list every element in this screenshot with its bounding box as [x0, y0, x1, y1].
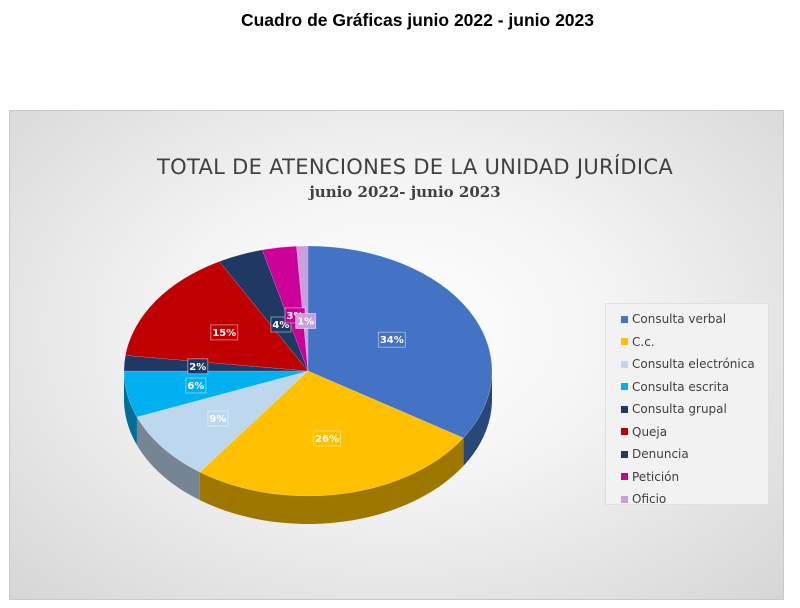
data-label-text: 3% [287, 311, 304, 322]
legend-swatch [621, 338, 628, 346]
legend-item-consulta-grupal: Consulta grupal [621, 398, 768, 421]
legend-item-consulta-electronica: Consulta electrónica [621, 353, 768, 376]
data-label-text: 34% [380, 335, 404, 346]
data-label-text: 1% [297, 317, 314, 328]
legend-item-denuncia: Denuncia [621, 443, 768, 466]
pie-side-c-c [199, 437, 464, 524]
page-heading: Cuadro de Gráficas junio 2022 - junio 20… [240, 10, 595, 30]
legend-item-consulta-escrita: Consulta escrita [621, 376, 768, 399]
legend-swatch [621, 428, 628, 436]
chart-legend: Consulta verbal C.c. Consulta electrónica C… [605, 303, 769, 506]
legend-swatch [621, 360, 628, 368]
pie-slice-queja [125, 261, 309, 372]
legend-label: Consulta escrita [632, 379, 729, 394]
pie-labels: 34% 26% 9% 6% 2% 15% 4%3%1% [185, 307, 406, 447]
pie-slice-consulta-escrita [123, 370, 309, 418]
legend-swatch [621, 495, 628, 503]
data-label-text: 2% [189, 362, 206, 373]
pie-top [123, 245, 493, 497]
data-label-box [207, 410, 229, 427]
pie-chart: 34% 26% 9% 6% 2% 15% 4%3%1% [123, 245, 493, 524]
data-label-queja: 15% [210, 324, 239, 341]
data-label-text: 4% [272, 320, 289, 331]
data-label-consulta-escrita: 6% [185, 377, 207, 394]
legend-label: Consulta grupal [632, 402, 727, 417]
data-label-box [210, 324, 239, 341]
legend-label: Consulta electrónica [632, 357, 755, 372]
legend-swatch [621, 315, 628, 323]
data-label-text: 9% [209, 414, 226, 425]
data-label-box [313, 430, 341, 447]
data-label-box [377, 331, 406, 348]
pie-slice-denuncia [218, 249, 309, 372]
data-label-box [187, 358, 209, 375]
pie-sides [124, 371, 492, 524]
data-label-box [295, 313, 317, 329]
data-label-box [185, 377, 207, 394]
legend-label: Petición [632, 469, 680, 484]
legend-item-queja: Queja [621, 421, 768, 444]
pie-side-consulta-escrita [124, 371, 137, 446]
legend-swatch [621, 450, 628, 458]
data-label-consulta-verbal: 34% [377, 331, 406, 348]
data-label-oficio: 1% [295, 313, 317, 329]
data-label-consulta-grupal: 2% [187, 358, 209, 375]
legend-item-peticion: Petición [621, 466, 768, 489]
data-label-c-c: 26% [313, 430, 341, 447]
chart-title: TOTAL DE ATENCIONES DE LA UNIDAD JURÍDIC… [157, 155, 673, 179]
legend-item-c-c: C.c. [621, 331, 768, 354]
data-label-text: 6% [187, 381, 204, 392]
legend-label: Oficio [632, 492, 667, 507]
pie-slice-consulta-grupal [123, 355, 309, 372]
legend-swatch [621, 383, 628, 391]
legend-item-oficio: Oficio [621, 488, 768, 511]
legend-swatch [621, 473, 628, 481]
data-label-text: 15% [212, 328, 236, 339]
pie-side-consulta-electronica [136, 417, 200, 501]
legend-label: Queja [632, 424, 668, 439]
data-label-text: 26% [315, 434, 339, 445]
chart-subtitle: junio 2022- junio 2023 [309, 183, 501, 201]
legend-label: Consulta verbal [632, 312, 727, 327]
legend-item-consulta-verbal: Consulta verbal [621, 308, 768, 331]
legend-swatch [621, 405, 628, 413]
legend-label: Denuncia [632, 447, 689, 462]
legend-label: C.c. [632, 334, 655, 349]
pie-side-consulta-verbal [463, 371, 492, 466]
data-label-consulta-electronica: 9% [207, 410, 229, 427]
chart-frame: TOTAL DE ATENCIONES DE LA UNIDAD JURÍDIC… [9, 110, 784, 600]
